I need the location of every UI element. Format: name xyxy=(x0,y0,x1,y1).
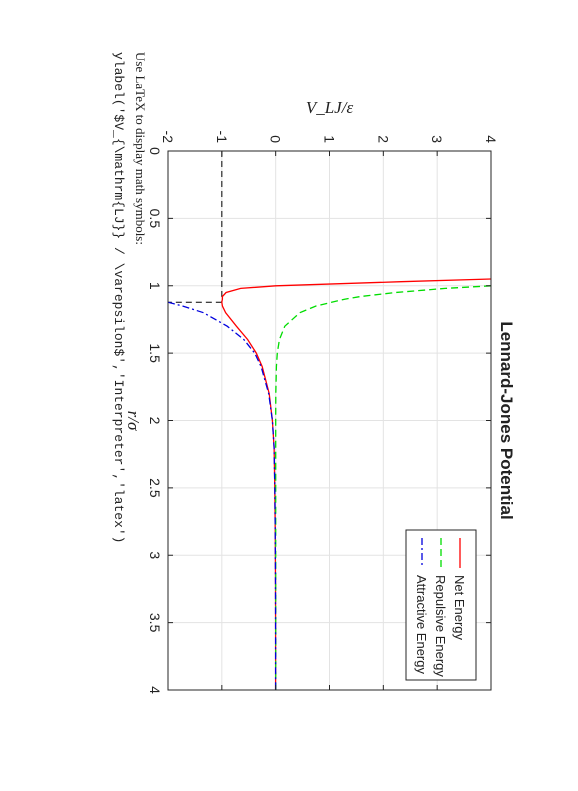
y-tick-label: 3 xyxy=(429,135,445,143)
legend-box xyxy=(405,529,477,681)
y-tick-label: 0 xyxy=(268,135,284,143)
x-tick-label: 0.5 xyxy=(147,209,163,229)
code-line: ylabel('$V_{\mathrm{LJ}} / \varepsilon$'… xyxy=(111,52,126,544)
caption-text: Use LaTeX to display math symbols: xyxy=(133,52,148,245)
legend-label-1: Repulsive Energy xyxy=(433,575,448,677)
series-line-2 xyxy=(168,301,277,690)
x-tick-label: 0 xyxy=(147,147,163,155)
x-tick-label: 2.5 xyxy=(147,478,163,498)
y-tick-label: 1 xyxy=(322,135,338,143)
x-tick-label: 2 xyxy=(147,417,163,425)
x-tick-label: 1.5 xyxy=(147,343,163,363)
y-axis-label: V_LJ/ε xyxy=(306,98,354,117)
x-tick-label: 1 xyxy=(147,282,163,290)
chart-title: Lennard-Jones Potential xyxy=(497,321,516,519)
y-tick-label: -1 xyxy=(214,131,230,144)
y-tick-label: 4 xyxy=(483,135,499,143)
legend-label-2: Attractive Energy xyxy=(414,575,429,674)
x-tick-label: 3.5 xyxy=(147,613,163,633)
x-tick-label: 3 xyxy=(147,551,163,559)
series-line-1 xyxy=(275,285,491,690)
y-tick-label: 2 xyxy=(375,135,391,143)
legend-label-0: Net Energy xyxy=(452,575,467,641)
x-axis-label: r/σ xyxy=(124,411,143,431)
x-tick-label: 4 xyxy=(147,686,163,694)
y-tick-label: -2 xyxy=(160,131,176,144)
